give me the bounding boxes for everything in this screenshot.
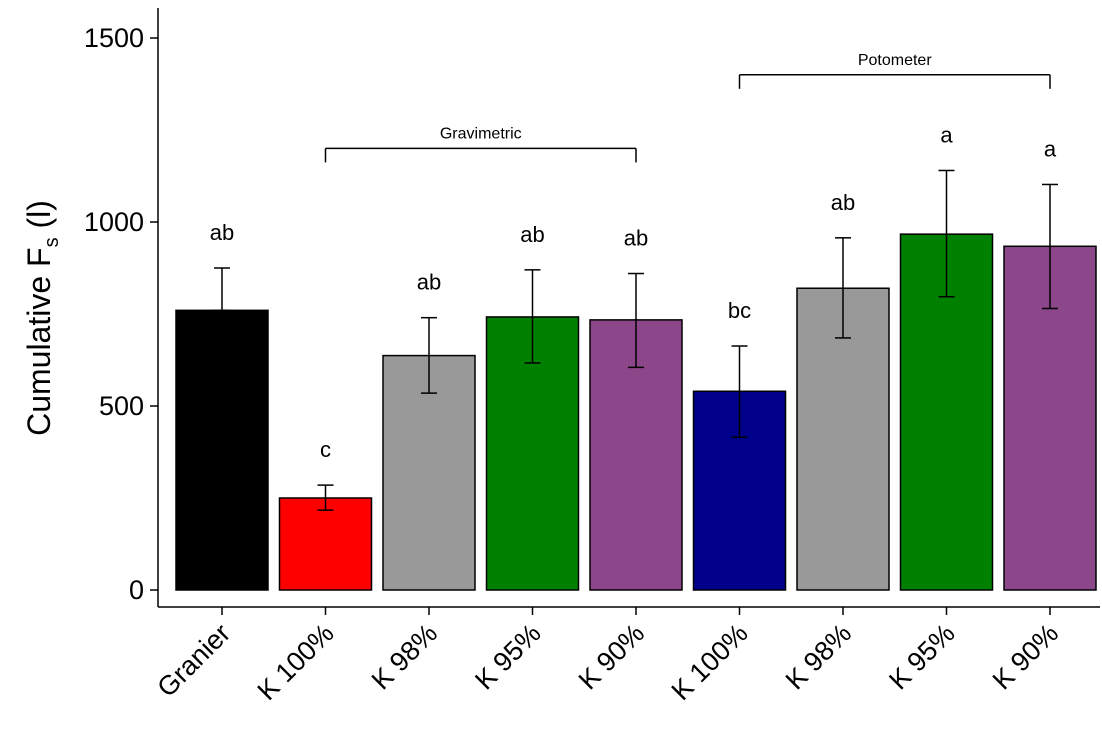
y-tick-label: 500 bbox=[99, 391, 144, 421]
bar bbox=[175, 309, 269, 591]
y-tick-label: 1500 bbox=[84, 23, 144, 53]
significance-letter: c bbox=[320, 437, 331, 462]
x-tick-label: K 98% bbox=[366, 618, 443, 695]
significance-letter: ab bbox=[210, 220, 234, 245]
x-tick-label: K 95% bbox=[883, 618, 960, 695]
group-label: Gravimetric bbox=[440, 125, 522, 142]
y-axis-title: Cumulative Fs (l) bbox=[21, 200, 63, 436]
x-tick-label: K 100% bbox=[252, 618, 340, 706]
group-label: Potometer bbox=[858, 52, 932, 69]
x-tick-label: K 90% bbox=[573, 618, 650, 695]
significance-letter: ab bbox=[417, 270, 441, 295]
bar bbox=[278, 497, 373, 591]
significance-letter: ab bbox=[520, 222, 544, 247]
x-tick-label: K 90% bbox=[987, 618, 1064, 695]
significance-letter: ab bbox=[831, 190, 855, 215]
y-axis-title-main: Cumulative F bbox=[21, 247, 57, 436]
x-tick-label: K 95% bbox=[469, 618, 546, 695]
x-tick-label: K 100% bbox=[666, 618, 754, 706]
y-axis-title-unit: (l) bbox=[21, 200, 57, 237]
y-tick-label: 1000 bbox=[84, 207, 144, 237]
x-tick-label: Granier bbox=[151, 618, 236, 703]
significance-letter: bc bbox=[728, 298, 751, 323]
y-tick-label: 0 bbox=[129, 575, 144, 605]
y-axis-title-subscript: s bbox=[41, 237, 63, 247]
plot-area: 0 500 1000 1500 Cumulative Fs (l) ab Granier c K… bbox=[21, 8, 1100, 706]
significance-letter: a bbox=[1044, 136, 1057, 161]
significance-letter: a bbox=[940, 122, 953, 147]
significance-letter: ab bbox=[624, 226, 648, 251]
bar bbox=[382, 354, 476, 591]
x-tick-label: K 98% bbox=[780, 618, 857, 695]
